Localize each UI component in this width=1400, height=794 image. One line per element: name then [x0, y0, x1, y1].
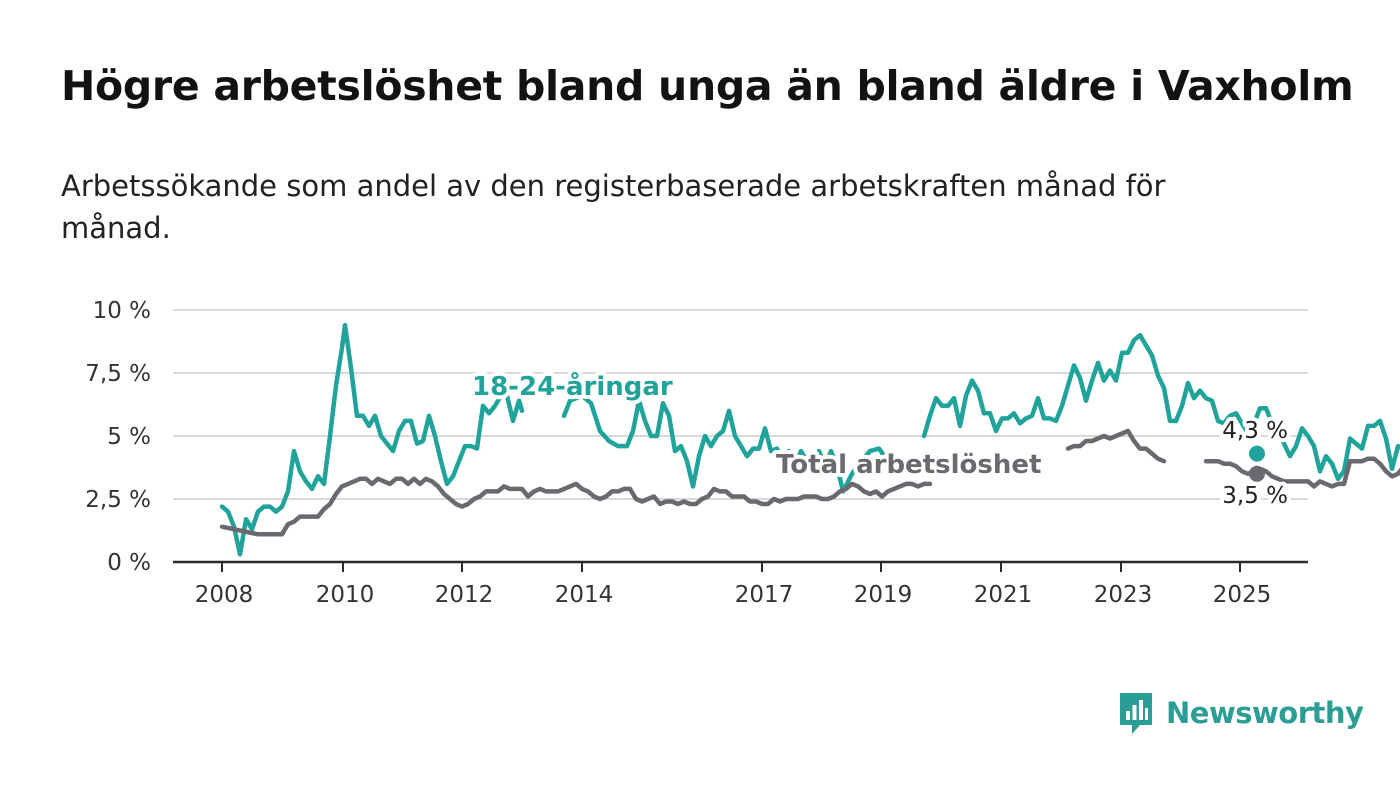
series-line — [219, 322, 525, 557]
series-end-marker — [1249, 465, 1265, 482]
brand-name: Newsworthy — [1166, 696, 1364, 730]
series-label-total-halo: Total arbetslöshet — [776, 450, 1041, 480]
chart-subtitle: Arbetssökande som andel av den registerb… — [61, 169, 1166, 245]
series-lines — [219, 322, 1400, 557]
series-line — [1203, 456, 1400, 489]
bar-chart-speech-bubble-icon — [1120, 693, 1152, 734]
x-tick-label: 2021 — [974, 582, 1033, 608]
x-tick-label: 2014 — [555, 582, 614, 608]
end-label-youth: 4,3 % — [1222, 418, 1288, 444]
x-tick-label: 2010 — [316, 582, 375, 608]
x-tick-label: 2025 — [1213, 582, 1272, 608]
y-tick-label: 7,5 % — [85, 361, 151, 387]
x-tick-label: 2019 — [854, 582, 913, 608]
series-line — [921, 332, 1400, 482]
x-tick-label: 2023 — [1094, 582, 1153, 608]
y-tick-label: 5 % — [107, 424, 151, 450]
y-tick-label: 10 % — [93, 298, 151, 324]
end-label-total-halo: 3,5 % — [1222, 483, 1288, 509]
chart-title: Högre arbetslöshet bland unga än bland ä… — [61, 62, 1354, 110]
y-tick-label: 0 % — [107, 550, 151, 576]
series-label-total: Total arbetslöshet — [776, 450, 1041, 480]
x-tick-label: 2012 — [435, 582, 494, 608]
series-line — [219, 476, 933, 537]
series-label-youth: 18-24-åringar — [472, 370, 673, 402]
x-tick-label: 2008 — [195, 582, 254, 608]
x-axis-ticks: 2008 2010 2012 2014 2017 2019 2021 2023 2025 — [195, 562, 1272, 608]
end-label-youth-halo: 4,3 % — [1222, 418, 1288, 444]
series-label-youth-halo: 18-24-åringar — [472, 370, 673, 402]
series-line — [1065, 428, 1167, 464]
y-axis-ticks: 0 % 2,5 % 5 % 7,5 % 10 % — [85, 298, 151, 576]
brand-logo: Newsworthy — [1118, 690, 1364, 736]
y-tick-label: 2,5 % — [85, 487, 151, 513]
end-label-total: 3,5 % — [1222, 483, 1288, 509]
series-line — [561, 393, 897, 494]
x-tick-label: 2017 — [735, 582, 794, 608]
series-end-marker — [1249, 445, 1265, 462]
